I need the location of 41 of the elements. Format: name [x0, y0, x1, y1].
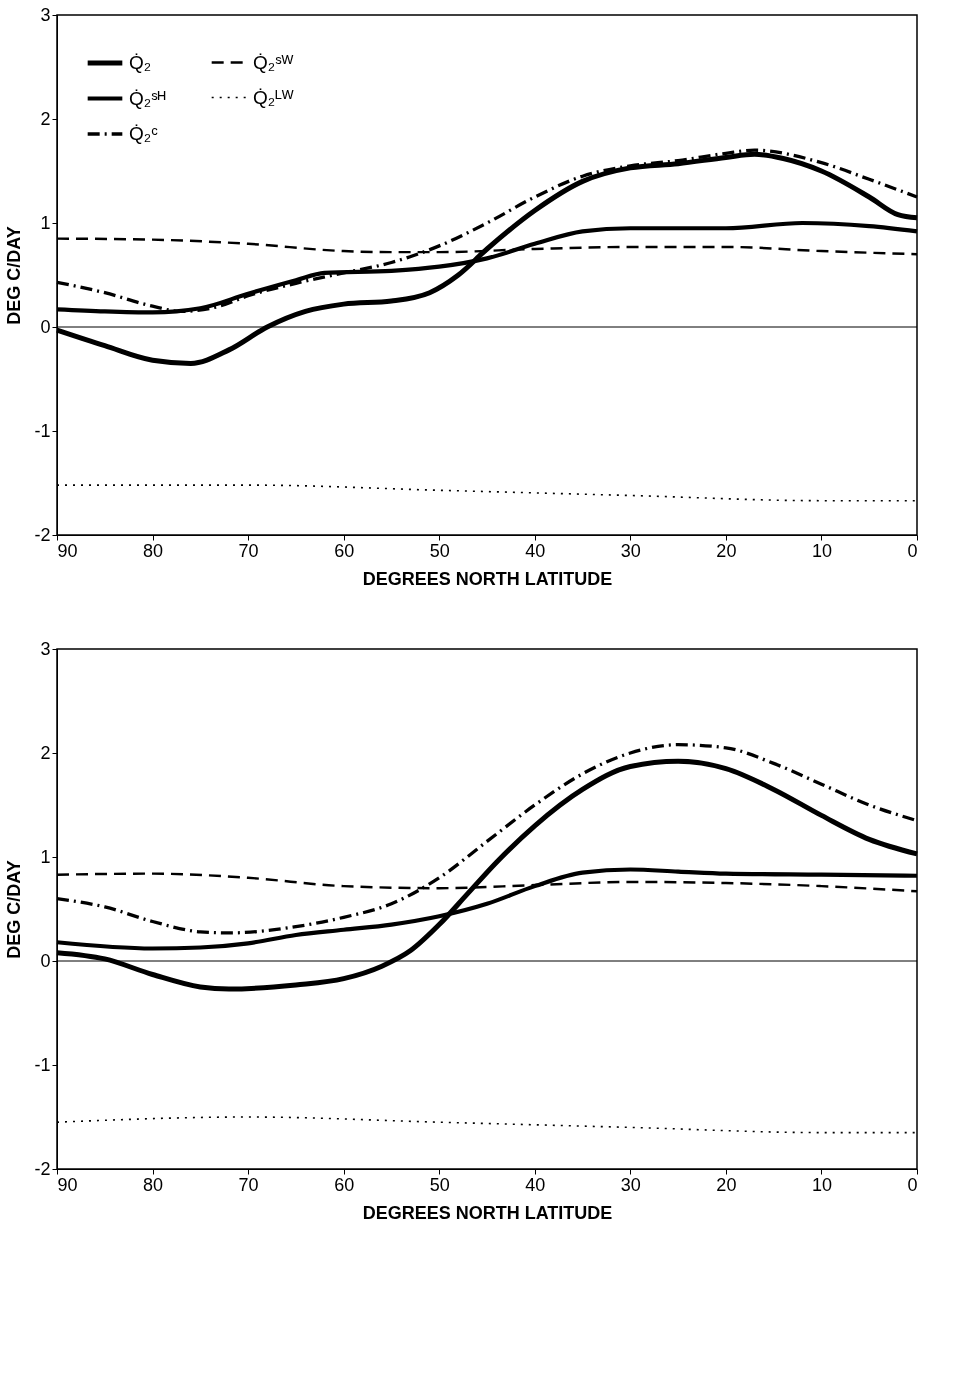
y-tick-label: 3 [40, 638, 51, 659]
legend-label: Q̇₂ [129, 52, 152, 73]
x-tick-label: 20 [716, 540, 737, 561]
x-axis-title: DEGREES NORTH LATITUDE [362, 1202, 613, 1223]
x-tick-label: 50 [429, 1174, 450, 1195]
x-tick-label: 30 [620, 540, 641, 561]
x-tick-label: 0 [907, 1174, 918, 1195]
y-tick-label: 3 [40, 4, 51, 25]
x-tick-label: 80 [143, 540, 164, 561]
x-tick-label: 60 [334, 1174, 355, 1195]
y-tick-label: -2 [34, 1158, 51, 1179]
x-tick-label: 90 [57, 540, 78, 561]
x-tick-label: 90 [57, 1174, 78, 1195]
y-axis-title: DEG C/DAY [4, 860, 25, 959]
x-tick-label: 10 [811, 1174, 832, 1195]
y-tick-label: 1 [40, 212, 51, 233]
y-tick-label: -1 [34, 420, 51, 441]
x-axis-title: DEGREES NORTH LATITUDE [362, 568, 613, 589]
x-tick-label: 50 [429, 540, 450, 561]
y-tick-label: 1 [40, 846, 51, 867]
legend-label: Q̇₂ᴸᵂ [253, 86, 294, 108]
x-tick-label: 40 [525, 540, 546, 561]
y-tick-label: 2 [40, 742, 51, 763]
x-tick-label: 60 [334, 540, 355, 561]
x-tick-label: 20 [716, 1174, 737, 1195]
x-tick-label: 80 [143, 1174, 164, 1195]
y-tick-label: 0 [40, 950, 51, 971]
x-tick-label: 10 [811, 540, 832, 561]
x-tick-label: 30 [620, 1174, 641, 1195]
x-tick-label: 40 [525, 1174, 546, 1195]
y-axis-title: DEG C/DAY [4, 226, 25, 325]
x-tick-label: 70 [238, 1174, 259, 1195]
y-tick-label: 2 [40, 108, 51, 129]
y-tick-label: -2 [34, 524, 51, 545]
y-tick-label: -1 [34, 1054, 51, 1075]
y-tick-label: 0 [40, 316, 51, 337]
legend-label: Q̇₂ˢᵂ [253, 51, 294, 73]
legend-label: Q̇₂ˢᴴ [129, 87, 166, 109]
x-tick-label: 70 [238, 540, 259, 561]
x-tick-label: 0 [907, 540, 918, 561]
legend-label: Q̇₂ᶜ [129, 123, 159, 144]
